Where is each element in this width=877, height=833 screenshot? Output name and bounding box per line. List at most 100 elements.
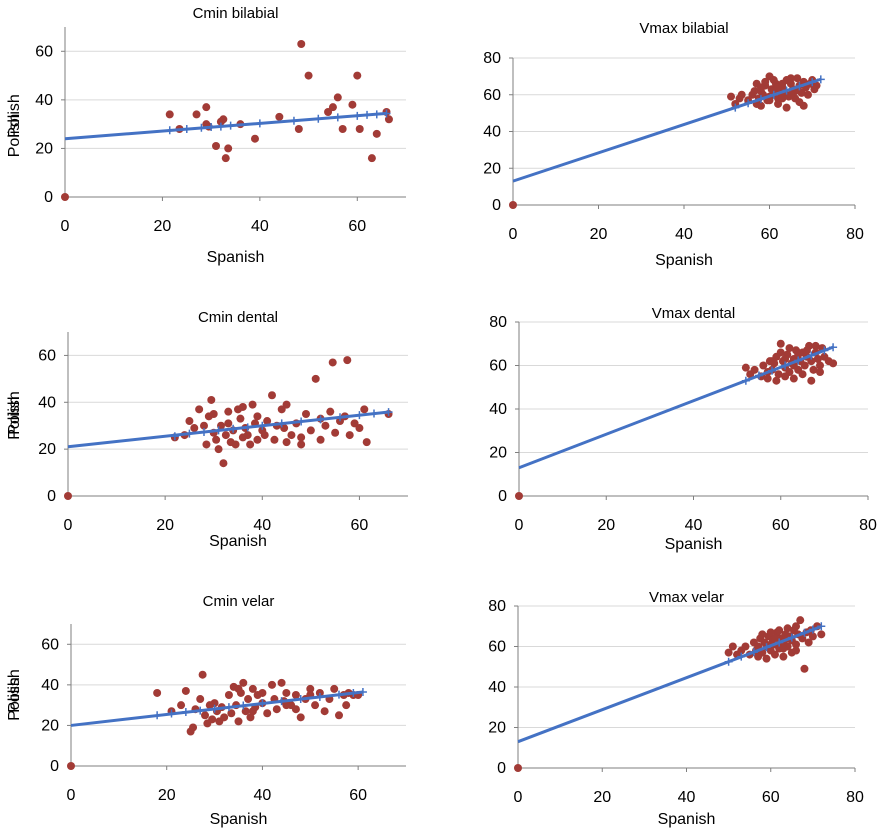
chart-title: Cmin dental [198, 309, 278, 326]
fitted-point [794, 356, 803, 365]
data-point [770, 650, 779, 659]
data-point [268, 391, 276, 400]
data-point [772, 376, 781, 385]
data-point [297, 440, 306, 449]
x-tick-label: 0 [64, 517, 73, 534]
data-point [190, 424, 199, 433]
data-point [353, 71, 362, 80]
data-point [727, 92, 736, 101]
data-point [238, 433, 247, 442]
data-point [792, 622, 801, 631]
data-point [803, 90, 812, 99]
fitted-point [197, 123, 206, 132]
fitted-point [207, 123, 216, 132]
chart-panel-6: 0 20 40 60 80 0 20 40 60 80 Vmax velar Spanish Polis… [6, 589, 864, 828]
data-point [67, 762, 75, 770]
data-point [758, 630, 767, 639]
data-point [792, 640, 801, 649]
y-tick-label: 0 [498, 488, 507, 505]
fitted-point [808, 625, 817, 634]
data-point [221, 431, 230, 440]
trend-line [64, 111, 387, 141]
fitted-point [224, 703, 233, 712]
fitted-point [372, 110, 381, 119]
fitted-point [781, 361, 790, 370]
data-point [816, 368, 825, 377]
data-point [165, 110, 174, 119]
data-point [795, 98, 804, 107]
data-point [219, 459, 228, 468]
fitted-point [782, 86, 791, 95]
fitted-point [167, 709, 176, 718]
trend-line [518, 345, 834, 470]
y-tick-label: 80 [489, 314, 507, 331]
trend-line [67, 410, 389, 449]
y-tick-label: 40 [41, 677, 59, 694]
data-point [756, 83, 765, 92]
data-point [282, 688, 291, 697]
data-point [238, 402, 247, 411]
data-point [763, 374, 772, 383]
data-point [192, 110, 201, 119]
data-point [212, 142, 221, 150]
chart-panel-3: 0 20 40 60 0 20 40 60 Cmin dental Spanish Polish [6, 309, 408, 550]
data-point [355, 125, 364, 133]
y-tick-label: 20 [489, 445, 507, 462]
data-point [786, 90, 795, 99]
data-point [750, 365, 759, 374]
fitted-point [185, 429, 194, 438]
data-point [333, 93, 342, 102]
x-tick-label: 20 [154, 218, 172, 235]
data-point [816, 361, 825, 370]
data-point [798, 370, 807, 379]
y-tick-label: 20 [35, 140, 53, 157]
chart-title: Vmax velar [649, 589, 724, 606]
x-tick-label: 60 [762, 789, 780, 806]
fitted-point [775, 638, 784, 647]
data-point [774, 99, 783, 108]
data-point [779, 652, 788, 661]
data-point [306, 684, 315, 693]
fitted-point [769, 90, 778, 99]
x-tick-label: 60 [761, 226, 779, 243]
fitted-point [277, 419, 286, 428]
x-tick-label: 80 [846, 226, 864, 243]
fitted-point [749, 648, 758, 657]
fitted-point [795, 82, 804, 91]
y-tick-label: 80 [488, 598, 506, 615]
data-point [762, 654, 771, 663]
fitted-point [200, 428, 208, 437]
fitted-point [762, 643, 771, 652]
fitted-point [277, 697, 286, 706]
data-point [61, 193, 69, 201]
data-point [779, 644, 788, 653]
data-point [253, 435, 262, 444]
data-point [754, 652, 763, 661]
data-point [224, 407, 233, 416]
data-point [212, 435, 221, 444]
data-point [287, 431, 296, 440]
y-axis-label: Polish [6, 391, 23, 435]
data-point [509, 201, 517, 209]
y-axis-label: Polish [6, 396, 23, 440]
data-point [311, 374, 320, 383]
data-point [331, 428, 340, 437]
data-point [326, 407, 335, 416]
data-point [275, 112, 284, 121]
y-tick-label: 40 [483, 124, 501, 141]
x-tick-label: 20 [156, 517, 174, 534]
data-point [786, 74, 795, 83]
x-tick-label: 60 [351, 517, 369, 534]
data-point [291, 705, 300, 714]
data-point [246, 713, 255, 722]
data-point [234, 717, 243, 726]
fitted-point [807, 351, 816, 360]
data-point [804, 638, 813, 647]
data-point [224, 691, 233, 699]
fitted-point [314, 114, 323, 123]
data-point [209, 410, 218, 418]
fitted-point [196, 706, 205, 715]
fitted-point [737, 652, 746, 661]
fitted-point [182, 125, 191, 133]
data-point [248, 400, 257, 409]
